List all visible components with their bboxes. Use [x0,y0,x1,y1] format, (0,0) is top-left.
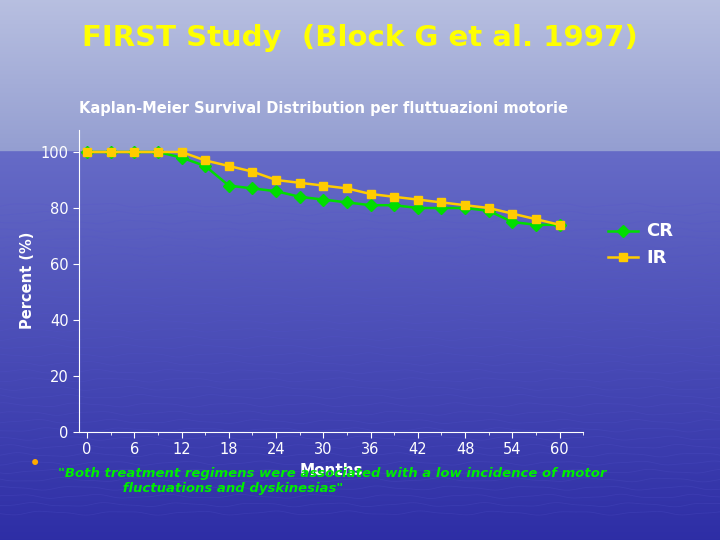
IR [107,148,115,155]
IR [508,211,517,217]
CR [390,202,398,208]
CR [83,148,91,155]
CR [107,148,115,155]
Line: IR: IR [83,148,564,229]
Text: Kaplan-Meier Survival Distribution per fluttuazioni motorie: Kaplan-Meier Survival Distribution per f… [79,101,568,116]
Legend: CR, IR: CR, IR [602,215,680,273]
CR [319,197,328,203]
Y-axis label: Percent (%): Percent (%) [20,232,35,329]
Line: CR: CR [83,148,564,229]
IR [555,221,564,228]
Text: "Both treatment regimens were associated with a low incidence of motor
         : "Both treatment regimens were associated… [58,467,606,495]
IR [531,216,540,222]
IR [201,157,210,164]
CR [437,205,446,211]
IR [130,148,139,155]
IR [225,163,233,169]
CR [201,163,210,169]
Text: FIRST Study  (Block G et al. 1997): FIRST Study (Block G et al. 1997) [82,24,638,52]
CR [153,148,162,155]
CR [271,188,280,194]
IR [271,177,280,183]
CR [248,185,257,192]
IR [413,197,422,203]
Text: •: • [29,454,41,474]
CR [555,221,564,228]
IR [343,185,351,192]
CR [461,205,469,211]
IR [295,180,304,186]
IR [390,193,398,200]
CR [531,221,540,228]
CR [508,219,517,225]
CR [177,154,186,161]
IR [461,202,469,208]
X-axis label: Months: Months [300,463,363,478]
CR [130,148,139,155]
IR [248,168,257,175]
CR [295,193,304,200]
IR [177,148,186,155]
IR [485,205,493,211]
IR [366,191,375,197]
CR [366,202,375,208]
CR [485,207,493,214]
IR [83,148,91,155]
IR [153,148,162,155]
IR [437,199,446,206]
CR [413,205,422,211]
IR [319,183,328,189]
CR [343,199,351,206]
CR [225,183,233,189]
